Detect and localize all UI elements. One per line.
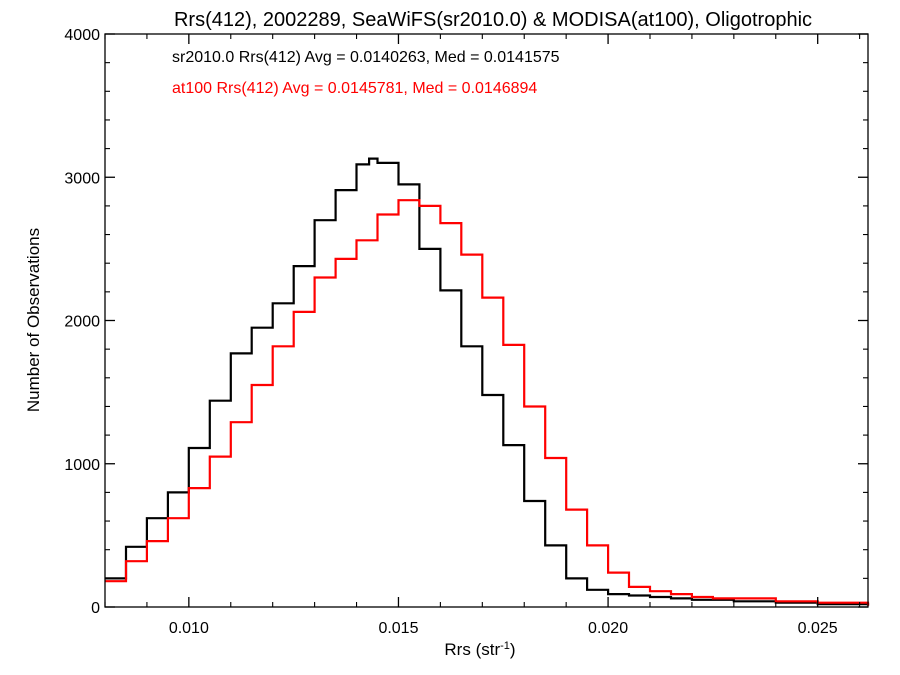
annotation-at100: at100 Rrs(412) Avg = 0.0145781, Med = 0.…	[172, 80, 537, 97]
axes: 0.010 0.015 0.020 0.025 0 1000 2000 3000 4000	[64, 27, 868, 637]
plot-area	[105, 157, 870, 606]
y-axis-label: Number of Observations	[24, 228, 43, 412]
series-line-1	[105, 157, 870, 606]
y-tick-label: 1000	[64, 457, 100, 474]
x-axis-label-main: Rrs (str	[444, 640, 500, 659]
y-tick-label: 3000	[64, 170, 100, 187]
chart-title: Rrs(412), 2002289, SeaWiFS(sr2010.0) & M…	[174, 9, 812, 31]
y-tick-label: 2000	[64, 314, 100, 331]
x-axis-label-superscript: -1	[500, 640, 510, 652]
x-tick-label: 0.015	[378, 620, 418, 637]
x-axis-label: Rrs (str-1)	[444, 640, 515, 659]
series-line-2	[105, 199, 870, 606]
annotation-sr2010: sr2010.0 Rrs(412) Avg = 0.0140263, Med =…	[172, 49, 560, 66]
x-tick-label: 0.020	[588, 620, 628, 637]
x-tick-label: 0.010	[169, 620, 209, 637]
plot-frame	[104, 33, 869, 608]
x-axis-label-close: )	[510, 640, 516, 659]
y-tick-label: 4000	[64, 27, 100, 44]
x-tick-label: 0.025	[798, 620, 838, 637]
y-tick-label: 0	[91, 600, 100, 617]
